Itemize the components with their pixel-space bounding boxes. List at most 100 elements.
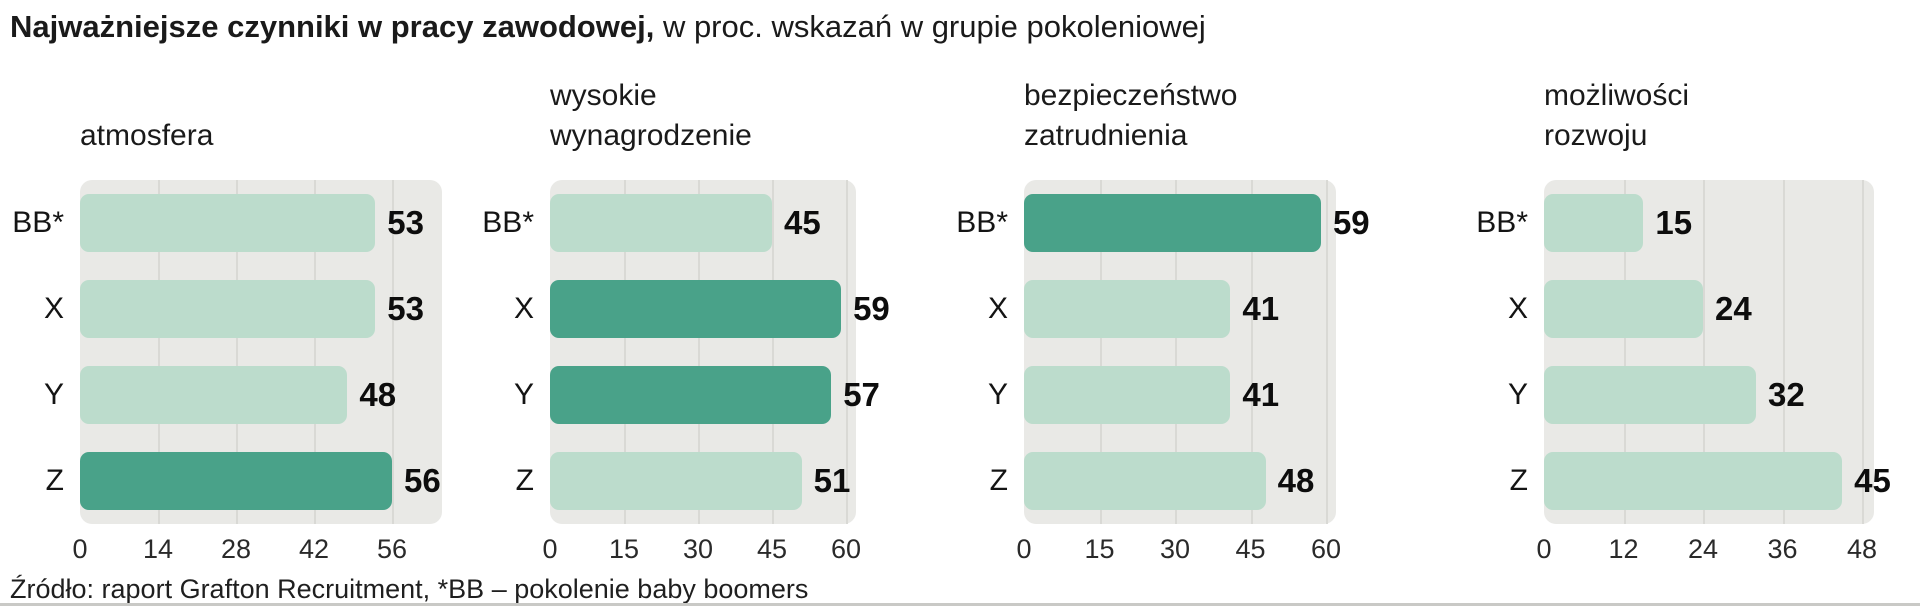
row-label-z: Z (45, 464, 64, 497)
bar-y (1544, 366, 1756, 424)
row-label-bb: BB* (482, 206, 534, 239)
chart-atmosfera: atmosfera BB* X Y Z 53 53 48 56 0 14 28 42 56 (10, 72, 442, 570)
bar-z (80, 452, 392, 510)
value-label-bb: 59 (1332, 204, 1370, 241)
row-label-z: Z (515, 464, 534, 497)
value-label-x: 53 (387, 290, 424, 327)
gridline (1175, 180, 1177, 524)
value-label-y: 41 (1242, 376, 1280, 413)
chart-bezpieczenstwo-zatrudnienia: bezpieczeństwo zatrudnienia BB* X Y Z 59 41 41… (954, 72, 1370, 570)
gridline (1862, 180, 1864, 524)
plot-panel: 45 59 57 51 (550, 180, 890, 524)
tick-label: 60 (1310, 534, 1342, 564)
bar-row-x: 24 (1544, 266, 1874, 352)
plot: BB* X Y Z 53 53 48 56 (10, 180, 442, 524)
category-labels: BB* X Y Z (954, 180, 1024, 524)
gridline (698, 180, 700, 524)
row-label-x: X (1507, 292, 1528, 325)
bar-y (550, 366, 832, 424)
x-axis-ticks: 0 12 24 36 48 (1536, 532, 1877, 570)
bar-row-z: 48 (1024, 438, 1336, 524)
value-label-bb: 45 (784, 204, 821, 241)
gridline (314, 180, 316, 524)
row-label-y: Y (43, 378, 64, 411)
row-label-y: Y (987, 378, 1008, 411)
row-label-z: Z (989, 464, 1008, 497)
gridline (158, 180, 160, 524)
tick-label: 0 (72, 534, 88, 564)
value-label-y: 48 (359, 376, 397, 413)
row-label-bb: BB* (12, 206, 64, 239)
page-title-regular: w proc. wskazań w grupie pokoleniowej (654, 9, 1206, 44)
chart-title-line: wynagrodzenie (550, 119, 752, 152)
bar-row-x: 41 (1024, 266, 1336, 352)
bar-row-y: 32 (1544, 352, 1874, 438)
bar-y (80, 366, 348, 424)
bar-x (1024, 280, 1231, 338)
bar-bb (550, 194, 772, 252)
row-label-z: Z (1509, 464, 1528, 497)
value-label-z: 48 (1277, 462, 1315, 499)
source-note: Źródło: raport Grafton Recruitment, *BB … (10, 574, 809, 604)
tick-label: 15 (1084, 534, 1115, 564)
row-label-x: X (43, 292, 64, 325)
plot-panel: 59 41 41 48 (1024, 180, 1370, 524)
tick-label: 56 (376, 534, 408, 564)
tick-label: 36 (1767, 534, 1798, 564)
chart-mozliwosci-rozwoju: możliwości rozwoju BB* X Y Z 15 24 32 45 0 12 24 3… (1474, 72, 1891, 570)
bar-z (1544, 452, 1843, 510)
tick-label: 14 (142, 534, 174, 564)
tick-label: 15 (608, 534, 640, 564)
x-axis-ticks: 0 15 30 45 60 (542, 532, 861, 570)
row-label-y: Y (1507, 378, 1528, 411)
bar-row-y: 57 (550, 352, 880, 438)
bar-row-bb: 53 (80, 180, 442, 266)
tick-label: 12 (1608, 534, 1639, 564)
chart-title-line: wysokie (550, 79, 657, 112)
category-labels: BB* X Y Z (480, 180, 550, 524)
tick-label: 0 (542, 534, 558, 564)
gridline (236, 180, 238, 524)
bar-row-x: 59 (550, 266, 890, 352)
gridline (1703, 180, 1705, 524)
row-label-y: Y (513, 378, 534, 411)
value-label-x: 24 (1715, 290, 1752, 327)
chart-title-line: rozwoju (1544, 119, 1648, 152)
bar-y (1024, 366, 1231, 424)
value-label-bb: 15 (1655, 204, 1693, 241)
charts-row: atmosfera BB* X Y Z 53 53 48 56 0 14 28 42 56 wyso… (0, 46, 1920, 570)
tick-label: 30 (682, 534, 714, 564)
bar-row-bb: 59 (1024, 180, 1370, 266)
bar-row-z: 45 (1544, 438, 1891, 524)
chart-wysokie-wynagrodzenie: wysokie wynagrodzenie BB* X Y Z 45 59 57 51 0 15… (480, 72, 890, 570)
gridline (772, 180, 774, 524)
gridline (1782, 180, 1785, 524)
gridline (624, 180, 626, 524)
page-title-bold: Najważniejsze czynniki w pracy zawodowej… (10, 9, 655, 44)
x-axis-ticks: 0 14 28 42 56 (72, 532, 407, 570)
value-label-x: 59 (853, 290, 890, 327)
chart-title-line: zatrudnienia (1024, 119, 1188, 152)
value-label-y: 32 (1768, 376, 1805, 413)
plot-panel: 53 53 48 56 (80, 180, 442, 524)
tick-label: 0 (1536, 534, 1552, 564)
gridline (846, 180, 848, 524)
bar-bb (1544, 194, 1644, 252)
bar-row-z: 56 (80, 438, 442, 524)
value-label-y: 57 (843, 376, 880, 413)
gridline (1250, 180, 1253, 524)
plot: BB* X Y Z 59 41 41 48 (954, 180, 1370, 524)
value-label-bb: 53 (387, 204, 424, 241)
plot-panel: 15 24 32 45 (1544, 180, 1891, 524)
tick-label: 45 (756, 534, 788, 564)
page-title: Najważniejsze czynniki w pracy zawodowej… (0, 0, 1920, 46)
value-label-z: 56 (404, 462, 441, 499)
bar-x (550, 280, 842, 338)
bar-z (1024, 452, 1266, 510)
chart-title: atmosfera (80, 72, 442, 156)
tick-label: 45 (1235, 534, 1266, 564)
bar-z (550, 452, 802, 510)
gridline (392, 180, 394, 524)
row-label-bb: BB* (1476, 206, 1528, 239)
row-label-x: X (513, 292, 534, 325)
